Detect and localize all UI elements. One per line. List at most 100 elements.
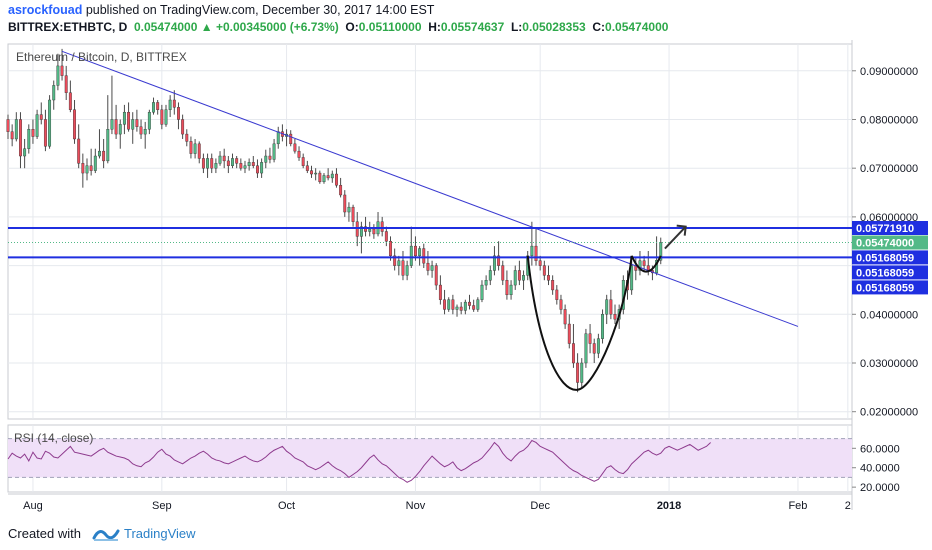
high-label: H: <box>428 20 441 34</box>
footer: Created with TradingView <box>0 518 932 550</box>
candle-down <box>310 170 313 175</box>
candle-down <box>364 226 368 232</box>
candle-down <box>451 299 455 310</box>
candle-down <box>414 245 417 257</box>
time-axis-label: Sep <box>152 500 172 512</box>
price-label-tag <box>852 280 928 295</box>
candle-down <box>642 260 646 266</box>
candle-up <box>405 265 409 276</box>
candle-up <box>513 270 517 286</box>
tradingview-brand[interactable]: TradingView <box>124 526 196 541</box>
candle-up <box>23 148 27 157</box>
close-label: C: <box>592 20 606 34</box>
candle-down <box>39 114 43 120</box>
close-value: 0.05474000 <box>605 20 669 34</box>
candle-down <box>517 270 521 281</box>
candle-up <box>596 338 600 354</box>
candle-up <box>605 299 609 315</box>
candle-down <box>576 362 580 383</box>
candle-down <box>73 109 76 140</box>
chart-header: asrockfouad published on TradingView.com… <box>0 0 932 40</box>
candle-down <box>613 314 617 320</box>
price-axis-label: 0.09000000 <box>860 66 918 78</box>
candle-down <box>555 289 559 300</box>
candle-down <box>177 107 180 120</box>
candle-up <box>122 111 126 125</box>
candle-down <box>10 131 14 140</box>
candle-down <box>197 143 201 159</box>
candle-up <box>276 131 280 145</box>
candle-up <box>630 265 634 291</box>
open-label: O: <box>345 20 359 34</box>
candle-down <box>235 158 239 164</box>
candle-down <box>68 92 72 110</box>
low-value: 0.05028353 <box>522 20 586 34</box>
price-label-tag <box>852 235 928 250</box>
candle-down <box>393 255 397 266</box>
candle-up <box>447 299 451 310</box>
time-axis-label: Dec <box>530 500 550 512</box>
price-axis-label: 0.07000000 <box>860 163 918 175</box>
candle-up <box>118 124 122 135</box>
candle-up <box>152 102 155 113</box>
rsi-line <box>7 439 711 483</box>
candle-down <box>326 175 330 179</box>
candle-down <box>355 221 359 237</box>
candle-up <box>584 333 588 364</box>
candle-down <box>567 323 571 344</box>
candle-up <box>463 301 467 311</box>
last-price: 0.05474000 <box>134 20 198 34</box>
candle-up <box>322 175 326 183</box>
author-link[interactable]: asrockfouad <box>8 3 83 17</box>
candle-up <box>35 114 39 137</box>
candle-up <box>264 155 268 163</box>
candle-down <box>102 150 106 162</box>
candle-up <box>455 306 459 310</box>
candle-down <box>443 299 446 310</box>
chart-svg[interactable]: 0.09000000 0.08000000 0.07000000 0.06000000… <box>0 40 932 518</box>
candle-down <box>210 158 214 169</box>
time-axis-label: Aug <box>23 500 43 512</box>
candle-up <box>193 143 197 154</box>
price-axis-label: 0.03000000 <box>860 358 918 370</box>
price-pane-frame <box>7 43 853 420</box>
candle-down <box>156 102 160 110</box>
candle-down <box>426 262 430 271</box>
rsi-axis-label: 20.0000 <box>860 482 900 494</box>
time-axis-label: Feb <box>788 500 807 512</box>
forecast-arrow <box>664 225 687 250</box>
symbol-label: BITTREX:ETHBTC, D <box>8 20 128 34</box>
candle-down <box>380 221 384 232</box>
candle-down <box>185 133 189 142</box>
rsi-axis-label: 40.0000 <box>860 463 900 475</box>
rsi-pane-title: RSI (14, close) <box>14 431 93 445</box>
candle-up <box>147 111 151 130</box>
created-with-text: Created with <box>8 526 81 541</box>
candle-down <box>114 119 118 135</box>
candle-down <box>201 158 205 169</box>
candle-up <box>168 99 172 110</box>
candle-down <box>538 260 542 266</box>
candle-down <box>422 248 426 264</box>
candle-up <box>260 162 264 174</box>
up-triangle-icon: ▲ <box>200 20 213 34</box>
price-label-text: 0.05771910 <box>856 223 914 235</box>
chart-area[interactable]: 0.09000000 0.08000000 0.07000000 0.06000000… <box>0 40 932 518</box>
candle-down <box>497 255 501 266</box>
price-label-text: 0.05168059 <box>856 267 914 279</box>
candle-up <box>247 162 251 166</box>
candle-down <box>226 160 230 166</box>
candle-up <box>272 143 276 160</box>
candle-up <box>314 172 318 175</box>
candle-down <box>401 260 405 276</box>
candle-down <box>135 119 139 127</box>
candle-up <box>409 245 413 266</box>
candle-up <box>93 155 97 171</box>
price-axis-label: 0.06000000 <box>860 212 918 224</box>
candle-up <box>601 314 604 339</box>
tradingview-logo-icon[interactable] <box>92 526 120 547</box>
candle-down <box>305 165 309 171</box>
price-change: +0.00345000 (+6.73%) <box>215 20 339 34</box>
candle-down <box>438 284 442 300</box>
candle-down <box>609 299 613 315</box>
